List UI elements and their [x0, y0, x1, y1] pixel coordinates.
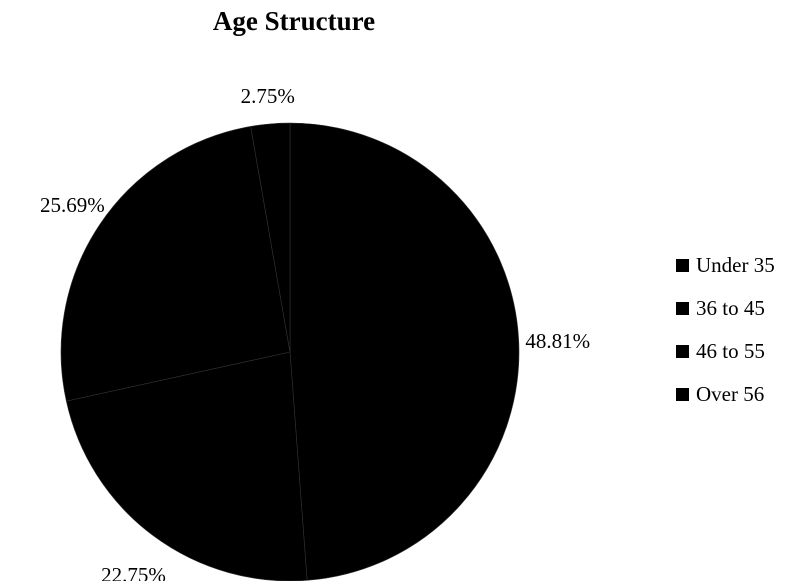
legend-swatch	[676, 302, 689, 315]
pie-slice-labels: 48.81% 22.75% 25.69% 2.75%	[40, 84, 590, 586]
pie-slice-over-56	[250, 122, 291, 353]
legend-swatch	[676, 259, 689, 272]
pie-slice-under-35	[289, 122, 520, 581]
chart-title: Age Structure	[213, 6, 375, 36]
legend-label: 36 to 45	[696, 296, 765, 320]
legend-item-36-to-45: 36 to 45	[676, 296, 765, 320]
legend-label: Over 56	[696, 382, 764, 406]
data-label-under-35: 48.81%	[525, 329, 590, 353]
pie-slices	[60, 122, 520, 582]
data-label-46-to-55: 25.69%	[40, 193, 105, 217]
legend-swatch	[676, 388, 689, 401]
legend: Under 35 36 to 45 46 to 55 Over 56	[676, 253, 775, 406]
legend-swatch	[676, 345, 689, 358]
legend-item-under-35: Under 35	[676, 253, 775, 277]
legend-label: Under 35	[696, 253, 775, 277]
legend-item-46-to-55: 46 to 55	[676, 339, 765, 363]
legend-label: 46 to 55	[696, 339, 765, 363]
pie-slice-46-to-55	[60, 126, 291, 402]
legend-item-over-56: Over 56	[676, 382, 764, 406]
pie-slice-36-to-45	[65, 351, 308, 582]
data-label-36-to-45: 22.75%	[101, 563, 166, 581]
data-label-over-56: 2.75%	[241, 84, 295, 108]
